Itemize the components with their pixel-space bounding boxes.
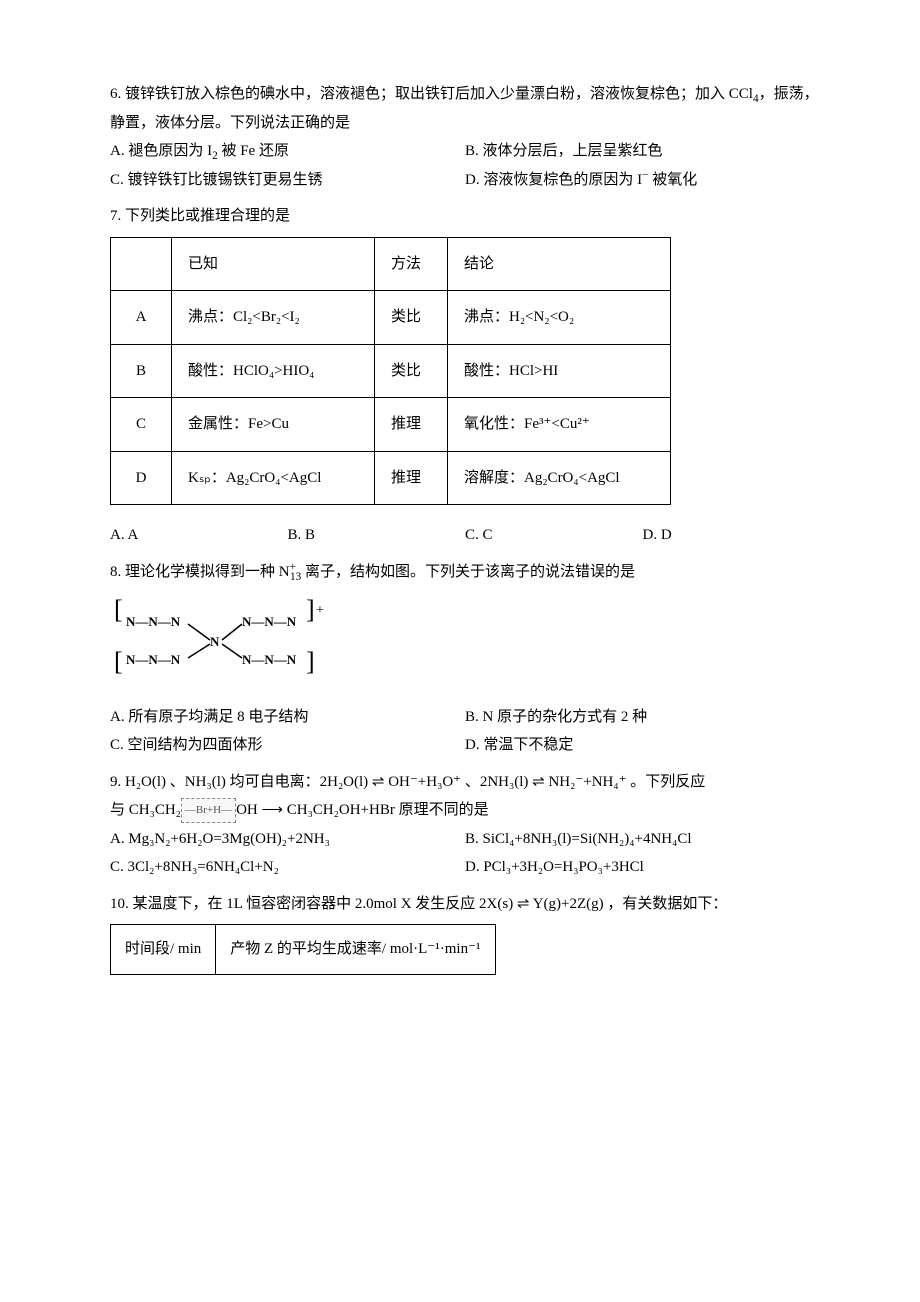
q7-b-label: B <box>111 344 172 398</box>
q6-options: A. 褪色原因为 I2 被 Fe 还原 B. 液体分层后，上层呈紫红色 C. 镀… <box>110 137 820 194</box>
svg-text:[: [ <box>114 598 123 624</box>
q9-options: A. Mg₃N₂+6H₂O=3Mg(OH)₂+2NH₃ B. SiCl₄+8NH… <box>110 825 820 882</box>
q7-a-label: A <box>111 291 172 345</box>
q7-c-known: 金属性：Fe>Cu <box>172 398 375 452</box>
q7-c-label: C <box>111 398 172 452</box>
q8-opt-b: B. N 原子的杂化方式有 2 种 <box>465 703 820 732</box>
q10-col1: 时间段/ min <box>111 925 216 975</box>
q6-stem-text1: 6. 镀锌铁钉放入棕色的碘水中，溶液褪色；取出铁钉后加入少量漂白粉，溶液恢复棕色… <box>110 86 753 102</box>
q8-options: A. 所有原子均满足 8 电子结构 B. N 原子的杂化方式有 2 种 C. 空… <box>110 703 820 760</box>
q6-opt-d: D. 溶液恢复棕色的原因为 I− 被氧化 <box>465 166 820 195</box>
svg-text:N: N <box>210 634 220 649</box>
svg-text:[: [ <box>114 647 123 676</box>
q7-opt-d: D. D <box>643 521 821 550</box>
q9-opt-c: C. 3Cl₂+8NH₃=6NH₄Cl+N₂ <box>110 853 465 882</box>
q7-header-row: 已知 方法 结论 <box>111 237 671 291</box>
q7-row-b: B 酸性：HClO₄>HIO₄ 类比 酸性：HCl>HI <box>111 344 671 398</box>
svg-text:N—N—N: N—N—N <box>126 652 181 667</box>
q6-d-head: D. 溶液恢复棕色的原因为 I <box>465 172 642 188</box>
q9-opt-d: D. PCl₃+3H₂O=H₃PO₃+3HCl <box>465 853 820 882</box>
q6-stem: 6. 镀锌铁钉放入棕色的碘水中，溶液褪色；取出铁钉后加入少量漂白粉，溶液恢复棕色… <box>110 80 820 137</box>
q7-opt-c: C. C <box>465 521 643 550</box>
q7-d-known: Kₛₚ：Ag₂CrO₄<AgCl <box>172 451 375 505</box>
q9-opt-a: A. Mg₃N₂+6H₂O=3Mg(OH)₂+2NH₃ <box>110 825 465 854</box>
q10-stem: 10. 某温度下，在 1L 恒容密闭容器中 2.0mol X 发生反应 2X(s… <box>110 890 820 919</box>
q7-h-empty <box>111 237 172 291</box>
q7-h-method: 方法 <box>375 237 448 291</box>
q8-opt-c: C. 空间结构为四面体形 <box>110 731 465 760</box>
q7-c-conc: 氧化性：Fe³⁺<Cu²⁺ <box>448 398 671 452</box>
q8-stem-sub: 13 <box>290 571 301 583</box>
q7-h-known: 已知 <box>172 237 375 291</box>
q7-d-method: 推理 <box>375 451 448 505</box>
svg-text:N—N—N: N—N—N <box>242 652 297 667</box>
q7-d-label: D <box>111 451 172 505</box>
q6-a-tail: 被 Fe 还原 <box>218 143 289 159</box>
question-9: 9. H₂O(l) 、NH₃(l) 均可自电离：2H₂O(l) ⇌ OH⁻+H₃… <box>110 768 820 882</box>
q7-a-conc: 沸点：H₂<N₂<O₂ <box>448 291 671 345</box>
q7-d-conc: 溶解度：Ag₂CrO₄<AgCl <box>448 451 671 505</box>
q7-table: 已知 方法 结论 A 沸点：Cl₂<Br₂<I₂ 类比 沸点：H₂<N₂<O₂ … <box>110 237 671 506</box>
q6-d-tail: 被氧化 <box>648 172 697 188</box>
q7-a-known: 沸点：Cl₂<Br₂<I₂ <box>172 291 375 345</box>
q10-table: 时间段/ min 产物 Z 的平均生成速率/ mol·L⁻¹·min⁻¹ <box>110 924 496 975</box>
q7-h-conclusion: 结论 <box>448 237 671 291</box>
q8-opt-d: D. 常温下不稳定 <box>465 731 820 760</box>
charge-plus: + <box>316 603 324 618</box>
q6-opt-a: A. 褪色原因为 I2 被 Fe 还原 <box>110 137 465 166</box>
q7-opt-b: B. B <box>288 521 466 550</box>
q7-row-c: C 金属性：Fe>Cu 推理 氧化性：Fe³⁺<Cu²⁺ <box>111 398 671 452</box>
q7-b-known: 酸性：HClO₄>HIO₄ <box>172 344 375 398</box>
q8-stem: 8. 理论化学模拟得到一种 N+13 离子，结构如图。下列关于该离子的说法错误的… <box>110 558 820 587</box>
q7-a-method: 类比 <box>375 291 448 345</box>
n13-svg: [ [ N—N—N N—N—N N N—N—N N—N—N ] ] + <box>110 598 330 678</box>
q8-opt-a: A. 所有原子均满足 8 电子结构 <box>110 703 465 732</box>
q7-row-a: A 沸点：Cl₂<Br₂<I₂ 类比 沸点：H₂<N₂<O₂ <box>111 291 671 345</box>
q7-b-conc: 酸性：HCl>HI <box>448 344 671 398</box>
q6-opt-c: C. 镀锌铁钉比镀锡铁钉更易生锈 <box>110 166 465 195</box>
q7-c-method: 推理 <box>375 398 448 452</box>
q8-stem-p2: 离子，结构如图。下列关于该离子的说法错误的是 <box>301 564 635 580</box>
q7-opt-a: A. A <box>110 521 288 550</box>
svg-text:N—N—N: N—N—N <box>242 614 297 629</box>
q6-a-text: A. 褪色原因为 I <box>110 143 212 159</box>
svg-text:]: ] <box>306 598 315 624</box>
q8-stem-p1: 8. 理论化学模拟得到一种 N <box>110 564 290 580</box>
svg-text:]: ] <box>306 647 315 676</box>
q7-b-method: 类比 <box>375 344 448 398</box>
question-7: 7. 下列类比或推理合理的是 已知 方法 结论 A 沸点：Cl₂<Br₂<I₂ … <box>110 202 820 550</box>
q10-header-row: 时间段/ min 产物 Z 的平均生成速率/ mol·L⁻¹·min⁻¹ <box>111 925 496 975</box>
q7-row-d: D Kₛₚ：Ag₂CrO₄<AgCl 推理 溶解度：Ag₂CrO₄<AgCl <box>111 451 671 505</box>
q9-stem-line1: 9. H₂O(l) 、NH₃(l) 均可自电离：2H₂O(l) ⇌ OH⁻+H₃… <box>110 768 820 797</box>
q10-col2: 产物 Z 的平均生成速率/ mol·L⁻¹·min⁻¹ <box>216 925 495 975</box>
question-10: 10. 某温度下，在 1L 恒容密闭容器中 2.0mol X 发生反应 2X(s… <box>110 890 820 975</box>
q9-stem-line2: 与 CH₃CH₂—Br+H—OH ⟶ CH₃CH₂OH+HBr 原理不同的是 <box>110 796 820 825</box>
q9-formula-prefix: CH₃CH₂ <box>129 802 181 818</box>
q9-opt-b: B. SiCl₄+8NH₃(l)=Si(NH₂)₄+4NH₄Cl <box>465 825 820 854</box>
q9-stem-p2: 与 <box>110 802 129 818</box>
question-6: 6. 镀锌铁钉放入棕色的碘水中，溶液褪色；取出铁钉后加入少量漂白粉，溶液恢复棕色… <box>110 80 820 194</box>
q9-formula-box: —Br+H— <box>181 798 236 823</box>
q7-stem: 7. 下列类比或推理合理的是 <box>110 202 820 231</box>
question-8: 8. 理论化学模拟得到一种 N +13 离子，结构如图。下列关于该离子的说法错误的… <box>110 558 820 760</box>
n13-structure-diagram: [ [ N—N—N N—N—N N N—N—N N—N—N ] ] + <box>110 598 820 689</box>
q6-opt-b: B. 液体分层后，上层呈紫红色 <box>465 137 820 166</box>
q7-options: A. A B. B C. C D. D <box>110 521 820 550</box>
svg-text:N—N—N: N—N—N <box>126 614 181 629</box>
q9-formula-suffix: OH ⟶ CH₃CH₂OH+HBr 原理不同的是 <box>236 802 489 818</box>
